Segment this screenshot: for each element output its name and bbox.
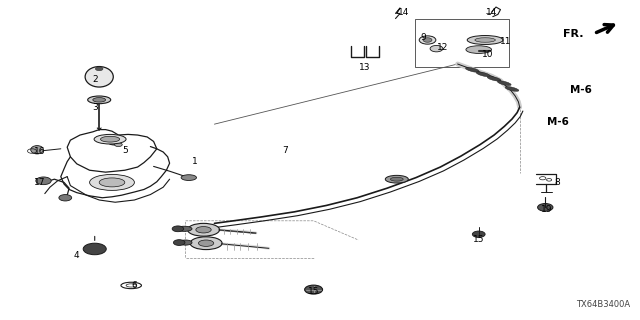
Ellipse shape	[190, 237, 222, 250]
Ellipse shape	[487, 76, 501, 81]
Bar	[415, 19, 509, 67]
Text: 15: 15	[308, 287, 319, 296]
Ellipse shape	[430, 45, 443, 52]
Ellipse shape	[472, 231, 485, 237]
Text: 5: 5	[122, 146, 127, 155]
Ellipse shape	[497, 81, 511, 85]
Text: 19: 19	[541, 205, 553, 214]
Ellipse shape	[100, 136, 120, 142]
Text: 2: 2	[92, 76, 97, 84]
Ellipse shape	[95, 67, 103, 71]
Ellipse shape	[505, 87, 519, 91]
Ellipse shape	[31, 146, 44, 154]
Text: 3: 3	[92, 103, 97, 112]
Ellipse shape	[188, 223, 220, 236]
Text: FR.: FR.	[563, 28, 584, 39]
Text: TX64B3400A: TX64B3400A	[576, 300, 630, 309]
Text: 15: 15	[473, 236, 484, 244]
Text: 6: 6	[132, 281, 137, 290]
Text: 8: 8	[554, 178, 559, 187]
Ellipse shape	[93, 98, 106, 102]
Ellipse shape	[88, 96, 111, 104]
Ellipse shape	[173, 240, 185, 245]
Ellipse shape	[385, 175, 408, 183]
Text: 11: 11	[500, 37, 511, 46]
Ellipse shape	[83, 243, 106, 255]
Text: 13: 13	[359, 63, 371, 72]
Ellipse shape	[99, 178, 125, 187]
Ellipse shape	[196, 227, 211, 233]
Ellipse shape	[419, 36, 436, 44]
Text: 10: 10	[482, 50, 493, 59]
Ellipse shape	[476, 72, 490, 76]
Ellipse shape	[172, 226, 184, 232]
Text: 9: 9	[421, 33, 426, 42]
Text: 17: 17	[34, 178, 45, 187]
Text: 12: 12	[437, 43, 449, 52]
Ellipse shape	[305, 285, 323, 294]
Ellipse shape	[181, 175, 196, 180]
Ellipse shape	[423, 38, 432, 42]
Text: 1: 1	[193, 157, 198, 166]
Text: 4: 4	[74, 252, 79, 260]
Ellipse shape	[177, 226, 192, 231]
Text: 7: 7	[282, 146, 287, 155]
Ellipse shape	[85, 67, 113, 87]
Text: 14: 14	[397, 8, 409, 17]
Ellipse shape	[115, 143, 122, 147]
Text: M-6: M-6	[547, 116, 569, 127]
Ellipse shape	[108, 139, 120, 145]
Ellipse shape	[466, 46, 492, 53]
Ellipse shape	[198, 240, 214, 246]
Text: M-6: M-6	[570, 84, 591, 95]
Ellipse shape	[547, 179, 552, 181]
Ellipse shape	[540, 177, 546, 180]
Ellipse shape	[475, 38, 495, 42]
Ellipse shape	[59, 195, 72, 201]
Text: 14: 14	[486, 8, 497, 17]
Ellipse shape	[538, 204, 553, 211]
Ellipse shape	[94, 134, 126, 144]
Ellipse shape	[90, 174, 134, 190]
Ellipse shape	[390, 177, 403, 181]
Ellipse shape	[179, 240, 192, 245]
Ellipse shape	[465, 68, 479, 72]
Text: 16: 16	[34, 147, 45, 156]
Ellipse shape	[36, 177, 51, 185]
Ellipse shape	[467, 36, 503, 44]
